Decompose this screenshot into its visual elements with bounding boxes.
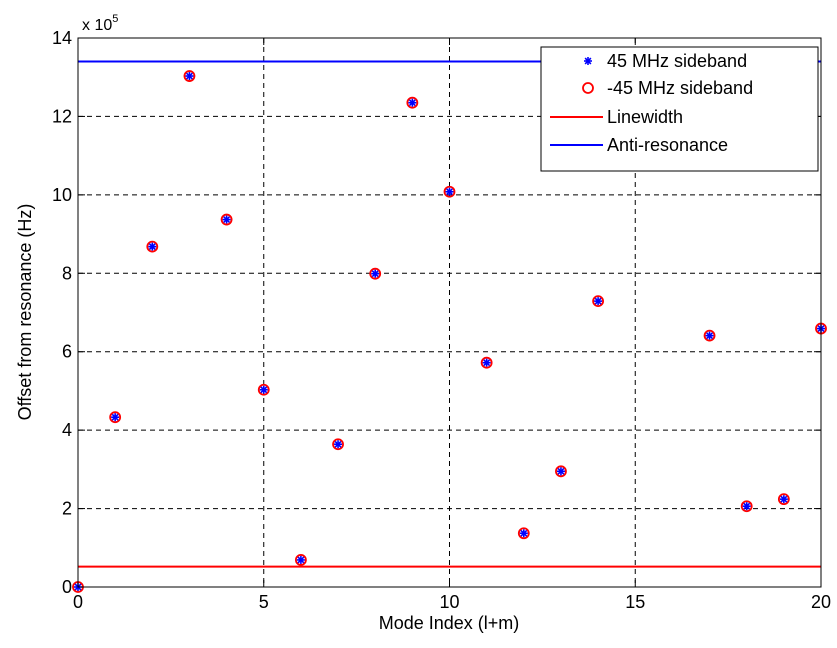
x-tick-label: 15: [625, 592, 645, 612]
plus45-sideband-point: [296, 555, 305, 564]
y-exponent-label: x 105: [82, 13, 118, 34]
x-tick-label: 20: [811, 592, 831, 612]
plus45-sideband-point: [519, 529, 528, 538]
minus45-sideband-point: [183, 70, 196, 82]
plus45-sideband-point: [779, 495, 788, 504]
y-tick-label: 12: [52, 106, 72, 126]
x-axis-label: Mode Index (l+m): [379, 613, 520, 633]
minus45-sideband-point: [517, 527, 530, 540]
x-tick-label: 5: [259, 592, 269, 612]
minus45-sideband-point: [777, 493, 790, 506]
minus45-sideband-point: [109, 411, 122, 424]
plus45-sideband-point: [371, 269, 380, 278]
minus45-sideband-point: [146, 240, 159, 253]
minus45-sideband-point: [332, 438, 344, 451]
y-tick-label: 2: [62, 499, 72, 519]
y-tick-label: 0: [62, 577, 72, 597]
legend-entry-label: Linewidth: [607, 107, 683, 127]
plus45-sideband-point: [445, 187, 454, 196]
y-axis-label: Offset from resonance (Hz): [15, 204, 35, 421]
legend-entry-label: Anti-resonance: [607, 135, 728, 155]
minus45-sideband-point: [555, 465, 567, 478]
minus45-sideband-point: [480, 356, 493, 369]
y-tick-label: 8: [62, 263, 72, 283]
plus45-sideband-point: [111, 413, 120, 422]
y-tick-label: 14: [52, 28, 72, 48]
plus45-sideband-point: [334, 440, 343, 449]
y-tick-labels: 0 2 4 6 8 10 12 14: [52, 28, 72, 597]
legend-entry-label: 45 MHz sideband: [607, 51, 747, 71]
legend: 45 MHz sideband -45 MHz sideband Linewidth…: [540, 46, 819, 172]
y-tick-label: 4: [62, 420, 72, 440]
plus45-sideband-point: [482, 358, 491, 367]
plus45-sideband-point: [705, 331, 714, 340]
plus45-sideband-point: [185, 72, 194, 81]
minus45-sideband-point: [592, 295, 604, 308]
minus45-sideband-point: [220, 213, 233, 226]
minus45-sideband-point: [257, 383, 270, 396]
plus45-sideband-point: [742, 502, 751, 511]
x-tick-label: 10: [439, 592, 459, 612]
legend-entry-label: -45 MHz sideband: [607, 78, 753, 98]
minus45-sideband-point: [443, 185, 456, 198]
plus45-sideband-point: [594, 297, 603, 306]
plus45-sideband-point: [222, 215, 231, 224]
plus45-sideband-point: [408, 98, 417, 107]
minus45-sideband-point: [740, 500, 753, 513]
plus45-sideband-point: [556, 467, 565, 476]
legend-star-marker: [584, 57, 592, 65]
y-tick-label: 6: [62, 342, 72, 362]
plus45-sideband-point: [259, 385, 268, 394]
y-tick-label: 10: [52, 185, 72, 205]
minus45-sideband-point: [369, 267, 382, 280]
minus45-sideband-point: [294, 554, 307, 566]
minus45-sideband-point: [406, 96, 419, 109]
x-tick-labels: 0 5 10 15 20: [73, 592, 831, 612]
legend-box: [540, 46, 819, 172]
legend-circle-marker: [582, 82, 594, 94]
plus45-sideband-point: [148, 242, 157, 251]
minus45-sideband-point: [703, 329, 716, 342]
x-tick-label: 0: [73, 592, 83, 612]
